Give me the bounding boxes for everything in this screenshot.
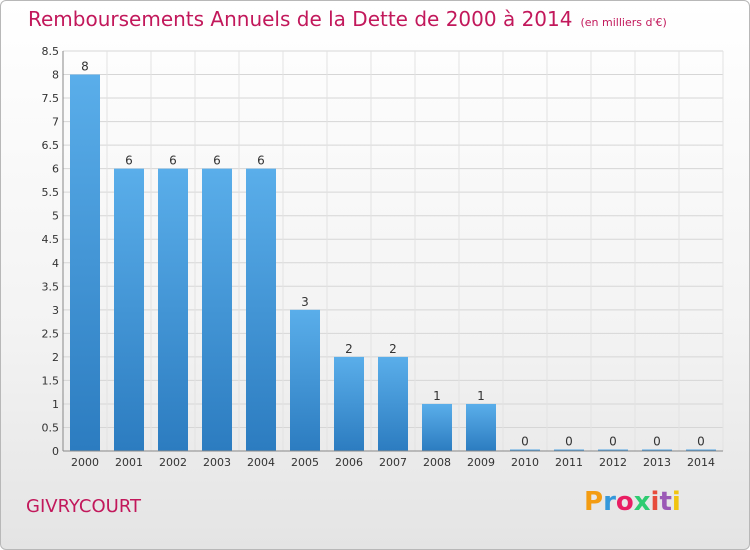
x-tick-label-2013: 2013	[643, 456, 671, 469]
x-tick-label-2009: 2009	[467, 456, 495, 469]
x-tick-label-2011: 2011	[555, 456, 583, 469]
y-tick-label: 2.5	[42, 327, 60, 340]
y-tick-label: 6.5	[42, 139, 60, 152]
value-label-2009: 1	[477, 389, 485, 403]
x-tick-label-2000: 2000	[71, 456, 99, 469]
value-label-2012: 0	[609, 435, 617, 449]
value-label-2000: 8	[81, 60, 89, 74]
value-label-2007: 2	[389, 342, 397, 356]
y-tick-label: 0.5	[42, 421, 60, 434]
bars: 8 6 6 6 6 3 2 2 1 1 0 0 0 0 0	[70, 60, 716, 451]
logo-letter: P	[584, 487, 604, 517]
y-tick-label: 5	[52, 210, 59, 223]
proxiti-logo: Proxiti	[584, 487, 681, 517]
logo-letter: x	[633, 487, 651, 517]
y-tick-label: 1	[52, 398, 59, 411]
value-label-2008: 1	[433, 389, 441, 403]
bar-2000	[70, 74, 100, 451]
y-tick-label: 8	[52, 69, 59, 82]
value-label-2002: 6	[169, 154, 177, 168]
bar-2011	[554, 449, 584, 451]
value-label-2013: 0	[653, 435, 661, 449]
y-tick-label: 7.5	[42, 92, 60, 105]
y-tick-label: 3	[52, 304, 59, 317]
logo-letter: t	[659, 487, 672, 517]
y-tick-label: 2	[52, 351, 59, 364]
bar-2006	[334, 356, 364, 451]
y-tick-label: 6	[52, 163, 59, 176]
value-label-2014: 0	[697, 435, 705, 449]
y-tick-label: 0	[52, 445, 59, 458]
logo-letter: r	[603, 487, 616, 517]
value-label-2011: 0	[565, 435, 573, 449]
value-label-2001: 6	[125, 154, 133, 168]
y-tick-label: 1.5	[42, 374, 60, 387]
bar-2009	[466, 403, 496, 451]
value-label-2003: 6	[213, 154, 221, 168]
y-tick-label: 4.5	[42, 233, 60, 246]
logo-letter: o	[615, 487, 634, 517]
bar-2003	[202, 168, 232, 451]
axes: 00.511.522.533.544.555.566.577.588.52000…	[42, 45, 723, 469]
x-tick-label-2010: 2010	[511, 456, 539, 469]
x-tick-label-2006: 2006	[335, 456, 363, 469]
x-tick-label-2012: 2012	[599, 456, 627, 469]
y-tick-label: 3.5	[42, 280, 60, 293]
chart-title: Remboursements Annuels de la Dette de 20…	[28, 7, 573, 31]
value-label-2005: 3	[301, 295, 309, 309]
y-tick-label: 7	[52, 116, 59, 129]
value-label-2010: 0	[521, 435, 529, 449]
commune-name: GIVRYCOURT	[26, 496, 142, 517]
chart-subtitle: (en milliers d'€)	[580, 16, 667, 29]
x-tick-label-2002: 2002	[159, 456, 187, 469]
y-tick-label: 4	[52, 257, 59, 270]
x-tick-label-2005: 2005	[291, 456, 319, 469]
y-tick-label: 5.5	[42, 186, 60, 199]
bar-2012	[598, 449, 628, 451]
bar-2010	[510, 449, 540, 451]
bar-2013	[642, 449, 672, 451]
value-label-2004: 6	[257, 154, 265, 168]
x-tick-label-2007: 2007	[379, 456, 407, 469]
bar-2007	[378, 356, 408, 451]
x-tick-label-2001: 2001	[115, 456, 143, 469]
chart-title-block: Remboursements Annuels de la Dette de 20…	[28, 7, 667, 31]
x-tick-label-2014: 2014	[687, 456, 715, 469]
bar-2001	[114, 168, 144, 451]
value-label-2006: 2	[345, 342, 353, 356]
logo-letter: i	[650, 487, 660, 517]
x-tick-label-2004: 2004	[247, 456, 275, 469]
bar-2004	[246, 168, 276, 451]
logo-letter: i	[671, 487, 681, 517]
bar-2014	[686, 449, 716, 451]
bar-2005	[290, 309, 320, 451]
x-tick-label-2003: 2003	[203, 456, 231, 469]
x-tick-label-2008: 2008	[423, 456, 451, 469]
y-tick-label: 8.5	[42, 45, 60, 58]
bar-2002	[158, 168, 188, 451]
bar-2008	[422, 403, 452, 451]
